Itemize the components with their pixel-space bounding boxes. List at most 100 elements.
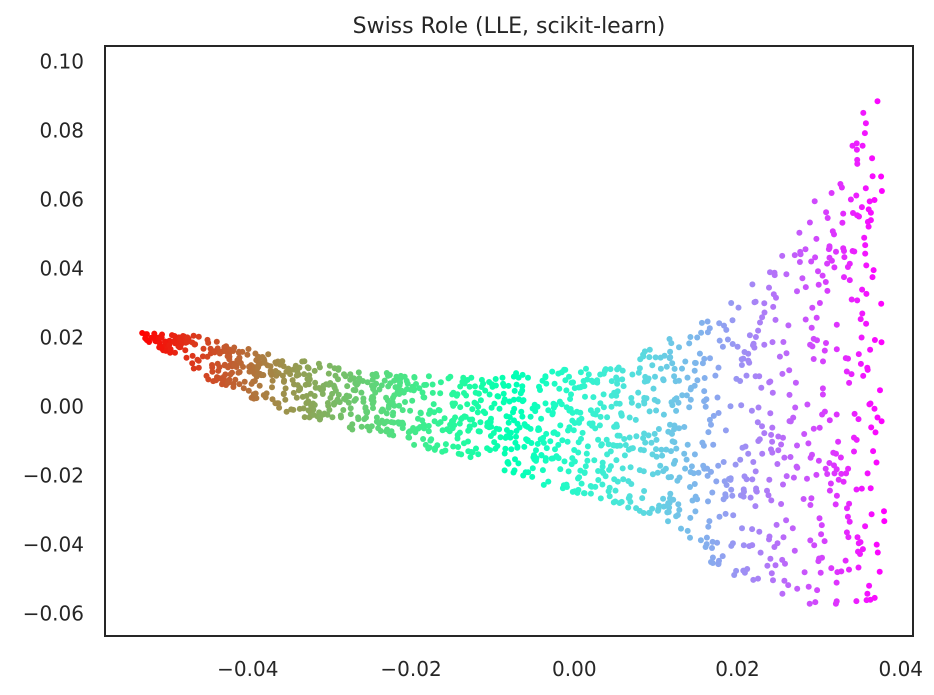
- data-point: [692, 508, 699, 515]
- data-point: [621, 436, 628, 442]
- data-point: [859, 286, 866, 293]
- data-point: [500, 390, 507, 397]
- data-point: [843, 470, 850, 477]
- data-point: [241, 378, 248, 385]
- data-point: [571, 488, 578, 495]
- data-point: [831, 470, 838, 477]
- data-point: [878, 173, 885, 180]
- data-point: [431, 418, 438, 425]
- data-point: [708, 468, 714, 475]
- data-point: [272, 400, 279, 407]
- data-point: [578, 383, 585, 390]
- data-point: [614, 376, 621, 383]
- data-point: [248, 394, 255, 401]
- data-point: [724, 336, 731, 343]
- data-point: [451, 422, 458, 429]
- data-point: [833, 248, 839, 255]
- data-point: [420, 394, 427, 401]
- data-point: [347, 411, 354, 418]
- data-point: [474, 409, 481, 416]
- data-point: [783, 473, 790, 480]
- data-point: [843, 529, 850, 536]
- data-point: [673, 445, 680, 452]
- data-point: [730, 512, 737, 519]
- data-point: [655, 506, 662, 513]
- data-point: [859, 142, 866, 149]
- data-point: [570, 379, 576, 386]
- data-point: [635, 389, 642, 396]
- data-point: [542, 400, 549, 407]
- data-point: [737, 456, 744, 463]
- data-point: [842, 355, 849, 362]
- data-point: [771, 544, 778, 550]
- data-point: [542, 374, 549, 381]
- data-point: [352, 387, 359, 394]
- data-point: [653, 446, 659, 453]
- data-point: [756, 528, 763, 535]
- data-point: [819, 411, 826, 418]
- data-point: [450, 443, 457, 450]
- data-point: [640, 447, 647, 454]
- data-point: [336, 399, 343, 406]
- data-point: [859, 546, 866, 553]
- data-point: [465, 427, 472, 434]
- data-point: [162, 338, 168, 345]
- data-point: [755, 327, 762, 334]
- data-point: [607, 463, 614, 470]
- data-point: [584, 376, 591, 383]
- data-point: [352, 396, 359, 402]
- data-point: [461, 413, 468, 420]
- data-point: [607, 366, 614, 373]
- data-point: [409, 397, 416, 404]
- data-point: [772, 562, 779, 569]
- data-point: [282, 396, 289, 403]
- data-point: [738, 362, 745, 368]
- data-point: [568, 391, 574, 398]
- data-point: [625, 504, 632, 511]
- data-point: [613, 423, 620, 430]
- data-point: [698, 319, 705, 326]
- data-point: [385, 383, 392, 390]
- data-point: [846, 500, 853, 507]
- data-point: [832, 600, 839, 607]
- data-point: [166, 342, 173, 348]
- data-point: [615, 364, 622, 371]
- data-point: [874, 98, 881, 105]
- data-point: [683, 392, 690, 399]
- data-point: [421, 382, 428, 388]
- data-point: [455, 450, 462, 457]
- data-point: [706, 416, 713, 423]
- data-point: [461, 440, 467, 447]
- data-point: [881, 518, 888, 525]
- data-point: [768, 570, 775, 577]
- data-point: [692, 360, 699, 366]
- data-point: [282, 385, 289, 392]
- data-point: [667, 490, 674, 497]
- data-point: [867, 485, 874, 492]
- data-point: [761, 341, 768, 348]
- x-tick-label: −0.04: [217, 657, 278, 681]
- data-point: [635, 369, 642, 376]
- data-point: [281, 377, 288, 384]
- data-point: [769, 438, 776, 445]
- data-point: [740, 355, 747, 362]
- data-point: [825, 246, 832, 253]
- data-point: [585, 371, 592, 378]
- data-point: [830, 449, 837, 456]
- data-point: [860, 109, 867, 116]
- data-point: [701, 398, 708, 405]
- data-point: [613, 457, 620, 464]
- data-point: [822, 279, 829, 285]
- data-point: [604, 414, 611, 421]
- data-point: [756, 436, 763, 443]
- data-point: [416, 385, 423, 392]
- data-point: [626, 434, 633, 441]
- data-point: [687, 484, 693, 490]
- data-point: [226, 376, 233, 383]
- data-point: [179, 339, 185, 345]
- data-point: [420, 436, 427, 442]
- data-point: [779, 252, 786, 259]
- data-point: [441, 415, 448, 422]
- data-point: [390, 432, 397, 439]
- data-point: [668, 474, 674, 480]
